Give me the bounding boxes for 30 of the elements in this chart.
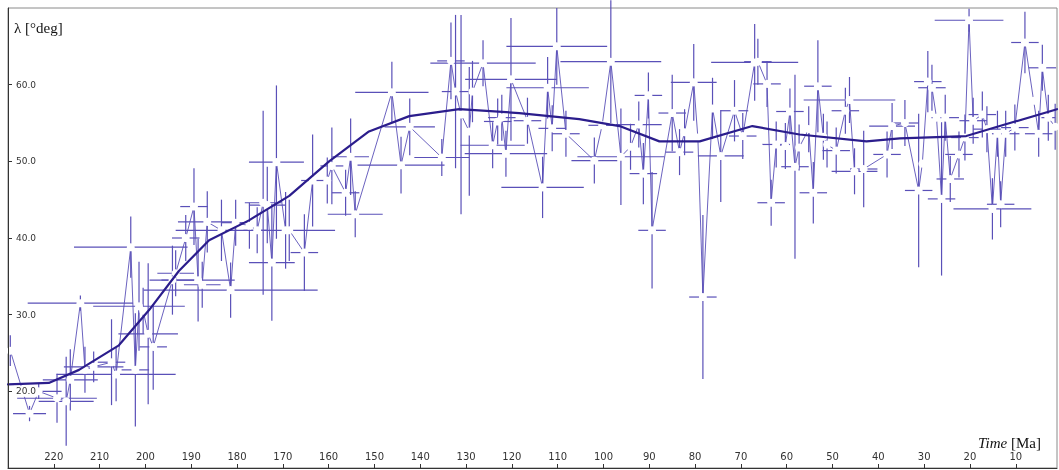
y-tick-label: 50.0	[16, 156, 37, 167]
x-tick-label: 100	[593, 450, 614, 462]
x-tick-label: 220	[44, 450, 64, 462]
x-tick-label: 90	[642, 450, 656, 462]
x-tick-label: 170	[273, 450, 293, 462]
x-tick-label: 180	[227, 450, 247, 462]
x-tick-label: 210	[90, 450, 110, 462]
x-axis-title: Time [Ma]	[978, 434, 1042, 451]
x-tick-label: 30	[917, 450, 931, 462]
x-tick-label: 50	[826, 450, 839, 462]
x-tick-label: 70	[734, 450, 748, 462]
x-tick-label: 160	[319, 450, 339, 462]
y-tick-label: 40.0	[16, 233, 37, 243]
x-tick-label: 110	[548, 450, 568, 462]
y-tick-label: 60.0	[16, 79, 37, 90]
y-axis-title: λ [°deg]	[14, 19, 63, 36]
x-tick-label: 80	[688, 450, 702, 462]
y-tick-label: 20.0	[16, 386, 37, 397]
x-tick-label: 150	[364, 450, 385, 462]
x-tick-label: 10	[1009, 450, 1023, 462]
x-tick-label: 60	[780, 450, 794, 462]
x-tick-label: 20	[963, 450, 977, 462]
y-tick-label: 30.0	[16, 309, 37, 320]
line-series	[6, 108, 1059, 386]
x-tick-label: 130	[456, 450, 476, 462]
x-tick-label: 200	[135, 450, 155, 462]
x-tick-label: 140	[410, 450, 430, 462]
x-tick-label: 120	[502, 450, 522, 462]
x-tick-label: 40	[871, 450, 885, 462]
x-tick-label: 190	[181, 450, 201, 462]
